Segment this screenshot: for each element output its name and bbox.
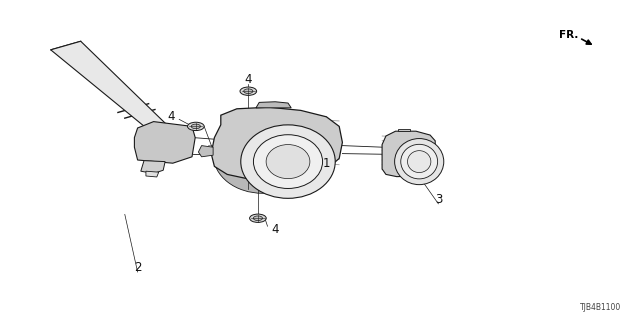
Polygon shape — [134, 122, 195, 163]
Ellipse shape — [241, 125, 335, 198]
Polygon shape — [398, 129, 410, 131]
Text: FR.: FR. — [559, 29, 579, 40]
Text: 3: 3 — [435, 193, 442, 205]
Text: TJB4B1100: TJB4B1100 — [580, 303, 621, 312]
Ellipse shape — [213, 117, 311, 193]
Ellipse shape — [408, 151, 431, 172]
Polygon shape — [254, 180, 296, 193]
Polygon shape — [382, 131, 435, 177]
Circle shape — [191, 124, 200, 129]
Circle shape — [253, 216, 262, 220]
Polygon shape — [51, 41, 168, 131]
Circle shape — [240, 87, 257, 95]
Ellipse shape — [253, 135, 323, 188]
Circle shape — [244, 89, 253, 93]
Polygon shape — [198, 146, 213, 157]
Text: 4: 4 — [271, 223, 279, 236]
Ellipse shape — [401, 144, 438, 179]
Text: 1: 1 — [323, 157, 330, 170]
Ellipse shape — [395, 139, 444, 185]
Polygon shape — [141, 161, 165, 173]
Circle shape — [188, 122, 204, 131]
Text: 4: 4 — [244, 73, 252, 86]
Polygon shape — [256, 102, 291, 108]
Circle shape — [250, 214, 266, 222]
Polygon shape — [146, 171, 159, 177]
Ellipse shape — [266, 145, 310, 179]
Text: 4: 4 — [168, 110, 175, 123]
Text: 2: 2 — [134, 261, 141, 274]
Polygon shape — [211, 107, 342, 181]
